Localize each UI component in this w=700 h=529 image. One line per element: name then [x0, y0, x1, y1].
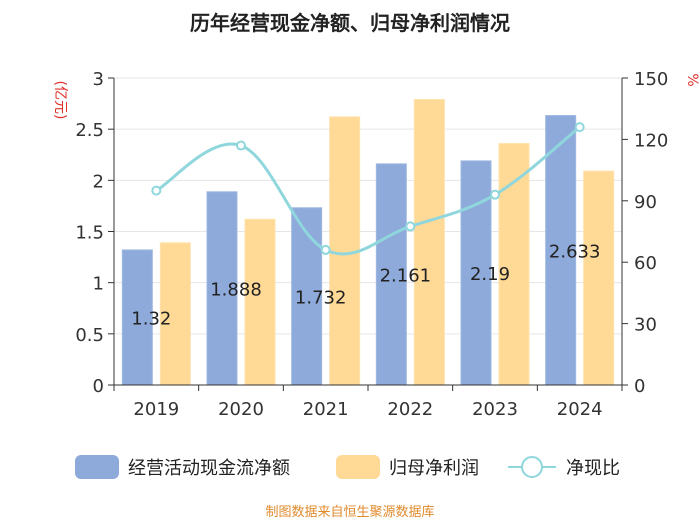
grid-lines [114, 77, 622, 335]
legend-label-cash-flow: 经营活动现金流净额 [128, 458, 290, 479]
data-label-cash-flow: 1.732 [295, 287, 347, 308]
bars [121, 98, 615, 386]
data-label-cash-flow: 2.633 [549, 241, 601, 262]
x-tick-label: 2023 [472, 399, 518, 420]
ratio-point [320, 244, 331, 255]
ratio-point [236, 140, 246, 151]
y-left-tick-label: 3 [93, 69, 104, 90]
y-left-tick-label: 0.5 [75, 325, 104, 346]
x-tick-label: 2020 [218, 399, 264, 420]
y-left-tick-label: 1 [93, 274, 104, 295]
legend: 经营活动现金流净额 归母净利润 净现比 [75, 455, 620, 479]
ratio-line [151, 122, 585, 256]
data-label-cash-flow: 2.19 [470, 264, 510, 285]
legend-swatch-net-profit [336, 455, 380, 479]
ratio-point [151, 185, 162, 196]
x-tick-label: 2024 [557, 399, 603, 420]
y-left-tick-label: 2 [93, 171, 104, 192]
x-tick-label: 2021 [303, 399, 349, 420]
data-label-cash-flow: 2.161 [380, 265, 432, 286]
bar-cash-flow [291, 207, 323, 386]
chart-title: 历年经营现金净额、归母净利润情况 [190, 11, 510, 35]
x-tick-label: 2022 [387, 399, 433, 420]
bar-cash-flow [206, 191, 238, 386]
legend-swatch-ratio-marker [521, 456, 543, 478]
y-right-tick-label: 0 [634, 376, 645, 397]
y-left-tick-label: 1.5 [75, 223, 104, 244]
data-label-cash-flow: 1.32 [131, 308, 171, 329]
bar-net-profit [413, 98, 445, 386]
y-right-tick-label: 60 [634, 253, 657, 274]
ratio-point [405, 221, 416, 232]
y-left-tick-label: 0 [93, 376, 104, 397]
y-right-tick-label: 90 [634, 192, 657, 213]
data-label-cash-flow: 1.888 [210, 279, 262, 300]
legend-label-ratio: 净现比 [566, 458, 620, 479]
bar-net-profit [244, 218, 276, 386]
bar-net-profit [159, 242, 191, 386]
bar-net-profit [498, 142, 530, 386]
ratio-point [574, 122, 585, 133]
y-right-tick-label: 150 [634, 69, 668, 90]
x-tick-label: 2019 [133, 399, 179, 420]
bar-cash-flow [375, 163, 407, 386]
y-axis-left-label: (亿元) [52, 81, 68, 120]
source-note: 制图数据来自恒生聚源数据库 [265, 504, 434, 520]
y-axis-right-label: % [684, 73, 700, 86]
y-left-tick-label: 2.5 [75, 120, 104, 141]
bar-net-profit [583, 170, 615, 386]
y-right-tick-label: 30 [634, 315, 657, 336]
data-labels: 1.32 1.888 1.732 2.161 2.19 2.633 [131, 241, 600, 329]
legend-swatch-cash-flow [75, 455, 119, 479]
ratio-point [490, 189, 500, 200]
legend-label-net-profit: 归母净利润 [389, 458, 479, 479]
ratio-line-path [155, 125, 581, 256]
y-right-tick-label: 120 [634, 130, 668, 151]
